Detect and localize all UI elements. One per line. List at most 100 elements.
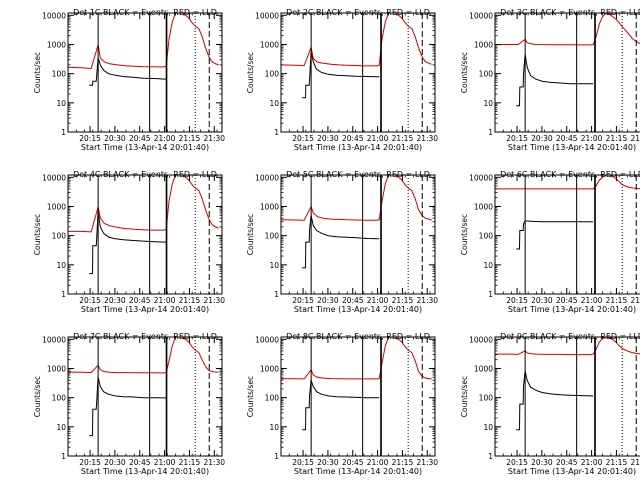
x-axis-title: Start Time (13-Apr-14 20:01:40) <box>81 143 209 152</box>
x-tick-label: 21:00 <box>367 296 389 305</box>
y-tick-label: 10000 <box>255 11 279 20</box>
y-tick-label: 10 <box>56 261 66 270</box>
y-axis-title: Counts/sec <box>460 214 469 255</box>
x-tick-label: 21:00 <box>367 134 389 143</box>
x-tick-label: 20:45 <box>556 134 578 143</box>
x-tick-label: 21:15 <box>606 134 628 143</box>
x-tick-label: 21:00 <box>154 134 176 143</box>
y-tick-label: 1 <box>61 128 66 137</box>
x-tick-label: 21:00 <box>154 296 176 305</box>
x-tick-label: 21:30 <box>416 296 438 305</box>
x-tick-label: 20:15 <box>79 458 101 467</box>
y-axis-title: Counts/sec <box>33 376 42 417</box>
y-tick-label: 100 <box>52 394 67 403</box>
x-tick-label: 21:30 <box>203 458 225 467</box>
y-tick-label: 10 <box>483 261 493 270</box>
y-tick-label: 1 <box>488 128 493 137</box>
x-tick-label: 21:15 <box>392 458 414 467</box>
plot-frame <box>280 12 436 133</box>
y-tick-label: 100 <box>479 394 494 403</box>
y-tick-label: 1 <box>274 290 279 299</box>
y-tick-label: 10 <box>56 423 66 432</box>
x-tick-label: 21:30 <box>203 296 225 305</box>
x-tick-label: 20:45 <box>129 296 151 305</box>
x-tick-label: 21:15 <box>392 296 414 305</box>
y-tick-label: 1 <box>61 290 66 299</box>
x-tick-label: 20:30 <box>104 458 126 467</box>
y-tick-label: 1000 <box>260 40 279 49</box>
series-line-lld <box>281 175 432 221</box>
series-line-lld <box>495 337 640 356</box>
y-axis-title: Counts/sec <box>246 214 255 255</box>
series-line-events <box>516 54 594 107</box>
y-tick-label: 100 <box>265 232 280 241</box>
x-tick-label: 21:00 <box>581 134 603 143</box>
y-tick-label: 10000 <box>469 173 493 182</box>
y-tick-label: 10 <box>56 99 66 108</box>
x-tick-label: 20:15 <box>79 296 101 305</box>
x-axis-title: Start Time (13-Apr-14 20:01:40) <box>508 305 636 314</box>
x-tick-label: 20:30 <box>531 296 553 305</box>
y-tick-label: 1 <box>488 290 493 299</box>
x-tick-label: 21:15 <box>606 458 628 467</box>
series-line-events <box>516 371 594 431</box>
series-line-events <box>302 215 380 269</box>
series-line-lld <box>495 175 640 190</box>
y-tick-label: 1000 <box>260 364 279 373</box>
y-tick-label: 10000 <box>42 11 66 20</box>
y-tick-label: 10 <box>269 261 279 270</box>
x-axis-title: Start Time (13-Apr-14 20:01:40) <box>81 305 209 314</box>
x-tick-label: 21:15 <box>179 296 201 305</box>
x-tick-label: 20:45 <box>556 458 578 467</box>
series-line-events <box>89 376 167 437</box>
y-tick-label: 10000 <box>42 173 66 182</box>
x-axis-title: Start Time (13-Apr-14 20:01:40) <box>508 143 636 152</box>
x-tick-label: 20:15 <box>506 458 528 467</box>
plot-frame <box>67 336 223 457</box>
y-tick-label: 1000 <box>474 202 493 211</box>
y-tick-label: 10 <box>269 99 279 108</box>
y-axis-title: Counts/sec <box>33 52 42 93</box>
y-tick-label: 100 <box>265 394 280 403</box>
y-tick-label: 10 <box>269 423 279 432</box>
y-tick-label: 1000 <box>47 202 66 211</box>
x-tick-label: 20:30 <box>531 458 553 467</box>
x-tick-label: 21:30 <box>416 134 438 143</box>
y-axis-title: Counts/sec <box>246 376 255 417</box>
x-tick-label: 21:00 <box>581 296 603 305</box>
x-tick-label: 20:15 <box>79 134 101 143</box>
x-tick-label: 21:00 <box>154 458 176 467</box>
x-axis-title: Start Time (13-Apr-14 20:01:40) <box>294 467 422 476</box>
x-tick-label: 21:30 <box>203 134 225 143</box>
series-line-lld <box>68 13 219 70</box>
y-tick-label: 10000 <box>42 335 66 344</box>
x-tick-label: 20:15 <box>506 134 528 143</box>
series-line-lld <box>68 175 219 233</box>
x-tick-label: 21:15 <box>606 296 628 305</box>
y-tick-label: 10 <box>483 423 493 432</box>
x-tick-label: 20:30 <box>531 134 553 143</box>
y-tick-label: 10 <box>483 99 493 108</box>
y-tick-label: 100 <box>265 70 280 79</box>
y-tick-label: 1000 <box>47 40 66 49</box>
series-line-events <box>302 379 380 431</box>
x-tick-label: 21:30 <box>630 296 640 305</box>
y-tick-label: 10000 <box>255 335 279 344</box>
x-tick-label: 20:45 <box>342 134 364 143</box>
y-tick-label: 1000 <box>474 40 493 49</box>
plot-frame <box>67 12 223 133</box>
y-tick-label: 1 <box>488 452 493 461</box>
y-axis-title: Counts/sec <box>460 376 469 417</box>
y-tick-label: 1 <box>274 128 279 137</box>
x-tick-label: 20:45 <box>342 458 364 467</box>
plot-frame <box>280 336 436 457</box>
y-tick-label: 1000 <box>47 364 66 373</box>
x-tick-label: 21:15 <box>179 134 201 143</box>
x-axis-title: Start Time (13-Apr-14 20:01:40) <box>294 143 422 152</box>
